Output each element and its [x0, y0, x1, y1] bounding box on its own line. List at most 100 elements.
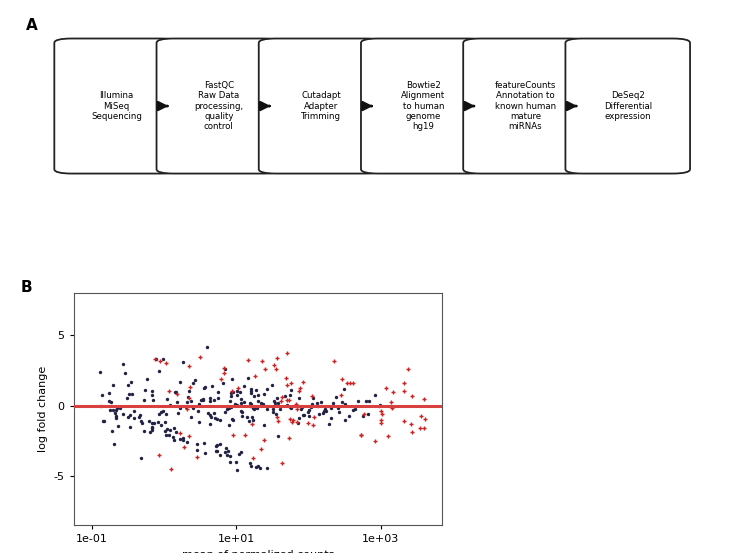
- Text: FastQC
Raw Data
processing,
quality
control: FastQC Raw Data processing, quality cont…: [195, 81, 243, 131]
- Point: [186, 412, 198, 421]
- Point: [339, 415, 351, 424]
- Point: [398, 378, 410, 387]
- Point: [293, 394, 305, 403]
- Point: [268, 361, 279, 369]
- Point: [244, 401, 256, 410]
- Point: [226, 374, 238, 383]
- Text: Bowtie2
Alignment
to human
genome
hg19: Bowtie2 Alignment to human genome hg19: [401, 81, 445, 131]
- Point: [226, 387, 238, 396]
- Point: [242, 417, 254, 426]
- Point: [272, 399, 284, 408]
- Point: [336, 398, 348, 407]
- Point: [418, 424, 430, 432]
- Point: [363, 396, 375, 405]
- Point: [174, 404, 186, 413]
- Point: [125, 411, 136, 420]
- Point: [262, 384, 273, 393]
- Point: [285, 378, 297, 387]
- Point: [281, 373, 293, 382]
- Point: [373, 402, 385, 411]
- Point: [177, 436, 189, 445]
- Point: [160, 430, 172, 439]
- Point: [223, 420, 235, 429]
- Point: [146, 424, 158, 432]
- Point: [202, 342, 214, 351]
- Point: [97, 391, 108, 400]
- Point: [214, 451, 226, 460]
- FancyBboxPatch shape: [55, 39, 179, 174]
- Point: [139, 385, 150, 394]
- Point: [349, 405, 361, 414]
- Point: [334, 408, 346, 417]
- Point: [284, 402, 296, 411]
- Point: [343, 411, 355, 420]
- Point: [318, 407, 330, 416]
- Point: [211, 414, 223, 423]
- Point: [219, 447, 231, 456]
- Point: [224, 458, 236, 467]
- Point: [402, 364, 413, 373]
- Point: [199, 448, 211, 457]
- Point: [257, 400, 269, 409]
- Point: [193, 418, 205, 426]
- Point: [204, 397, 216, 406]
- Point: [139, 396, 150, 405]
- Point: [357, 412, 369, 421]
- Point: [248, 392, 260, 400]
- Point: [111, 404, 123, 413]
- Point: [156, 420, 167, 429]
- Point: [347, 406, 359, 415]
- Point: [112, 421, 124, 430]
- Point: [135, 453, 147, 462]
- Point: [279, 391, 290, 400]
- Point: [315, 398, 327, 407]
- Point: [198, 438, 210, 447]
- Point: [221, 450, 233, 459]
- Point: [192, 440, 203, 448]
- Point: [357, 410, 369, 419]
- Point: [375, 416, 387, 425]
- Point: [161, 424, 173, 433]
- FancyBboxPatch shape: [361, 39, 486, 174]
- Point: [97, 417, 108, 426]
- Point: [382, 432, 394, 441]
- Point: [186, 403, 198, 412]
- Point: [281, 400, 293, 409]
- Point: [161, 394, 172, 403]
- Point: [150, 354, 161, 363]
- Point: [211, 447, 223, 456]
- Point: [398, 417, 410, 426]
- Point: [258, 421, 270, 430]
- Point: [284, 434, 296, 442]
- Point: [206, 382, 217, 390]
- Point: [224, 397, 236, 406]
- Point: [307, 391, 318, 400]
- Point: [231, 466, 242, 474]
- Point: [284, 390, 296, 399]
- Text: DeSeq2
Differential
expression: DeSeq2 Differential expression: [604, 91, 652, 121]
- Point: [103, 389, 115, 398]
- Point: [221, 404, 233, 413]
- Point: [332, 403, 344, 412]
- Point: [405, 392, 417, 401]
- Point: [237, 412, 248, 421]
- Point: [174, 378, 186, 387]
- Point: [252, 461, 264, 470]
- Point: [255, 445, 267, 453]
- Point: [242, 374, 254, 383]
- Text: Cutadapt
Adapter
Trimming: Cutadapt Adapter Trimming: [301, 91, 341, 121]
- Point: [169, 388, 181, 397]
- Point: [146, 419, 158, 427]
- Point: [183, 387, 195, 396]
- Point: [128, 414, 139, 422]
- Point: [204, 411, 216, 420]
- Point: [369, 436, 381, 445]
- Point: [174, 434, 186, 443]
- Point: [108, 380, 119, 389]
- Point: [414, 424, 426, 432]
- Point: [153, 418, 164, 426]
- Point: [181, 398, 193, 406]
- FancyBboxPatch shape: [259, 39, 383, 174]
- Point: [386, 404, 398, 413]
- Point: [245, 401, 256, 410]
